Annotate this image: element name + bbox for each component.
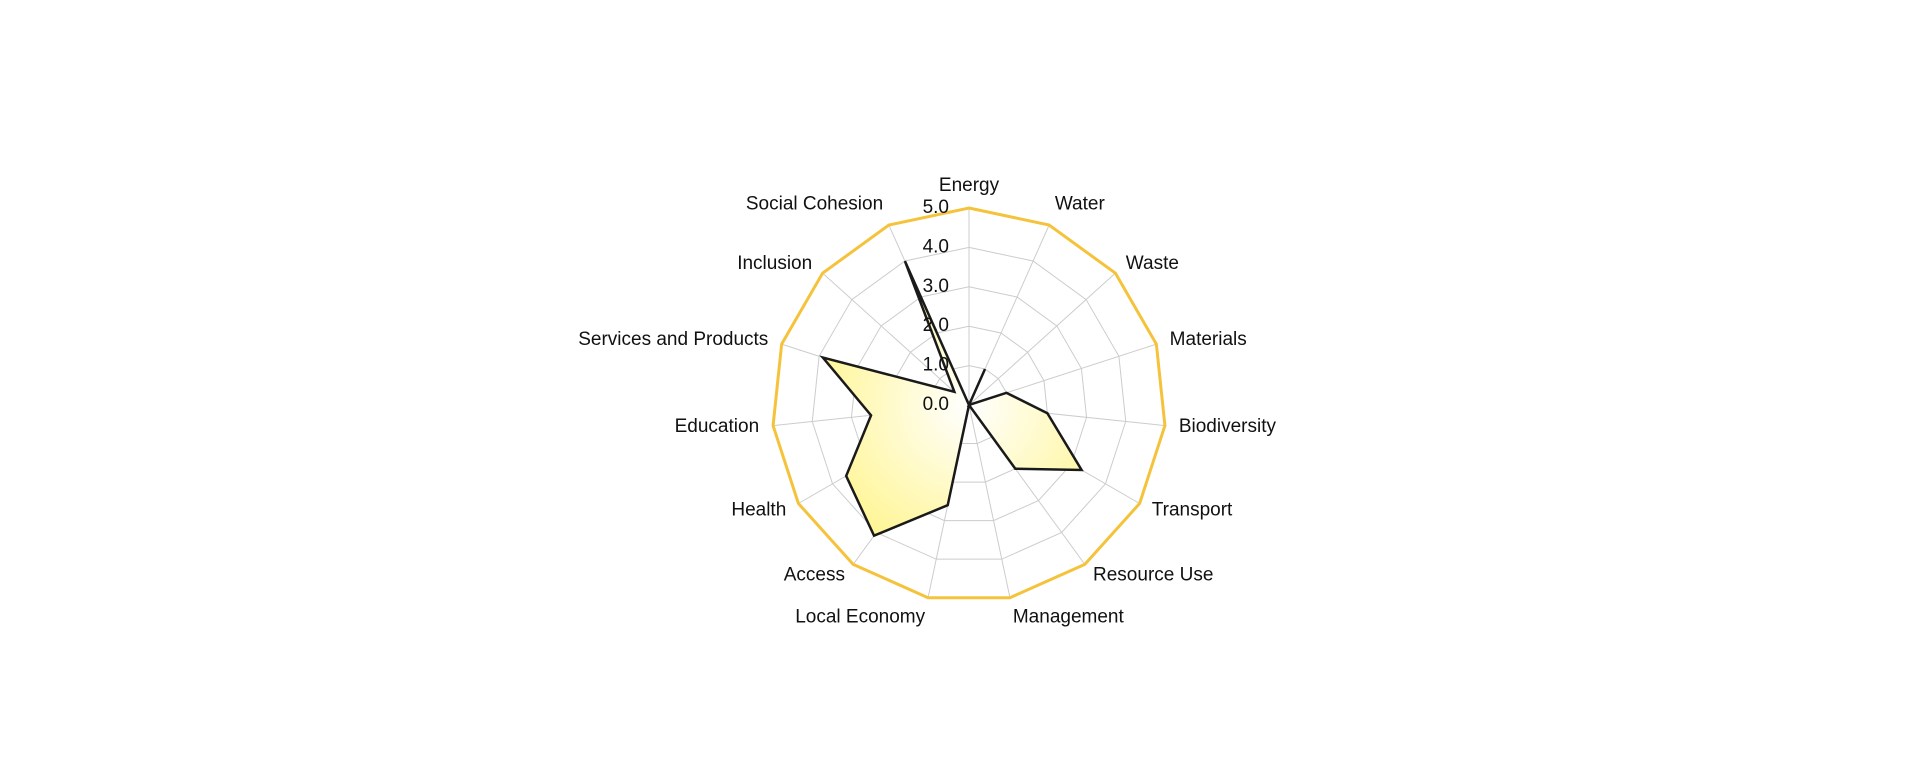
category-label: Education [675,416,760,437]
grid-ring [890,325,1048,483]
category-label: Management [1013,606,1125,627]
category-label: Local Economy [795,606,925,627]
category-label: Social Cohesion [746,193,883,214]
spoke [968,272,1116,406]
outer-ring [771,206,1167,600]
r-tick-label: 4.0 [923,236,949,257]
grid-ring [850,286,1088,522]
r-tick-label: 3.0 [923,276,949,297]
category-label: Waste [1126,253,1179,274]
category-label: Access [784,565,845,586]
category-label: Biodiversity [1179,416,1277,437]
r-tick-label: 5.0 [923,197,949,218]
spoke [822,272,970,406]
category-label: Energy [939,175,1000,196]
category-label: Water [1055,193,1106,214]
category-label: Materials [1170,329,1247,350]
data-area [819,260,1084,538]
category-label: Resource Use [1093,565,1213,586]
r-tick-label: 0.0 [923,394,949,415]
spoke [968,404,1011,598]
grid-ring [811,246,1127,560]
category-label: Services and Products [578,329,768,350]
r-tick-label: 1.0 [923,355,949,376]
category-label: Inclusion [737,253,812,274]
category-label: Health [731,500,786,521]
r-tick-label: 2.0 [923,315,949,336]
category-label: Transport [1152,500,1233,521]
